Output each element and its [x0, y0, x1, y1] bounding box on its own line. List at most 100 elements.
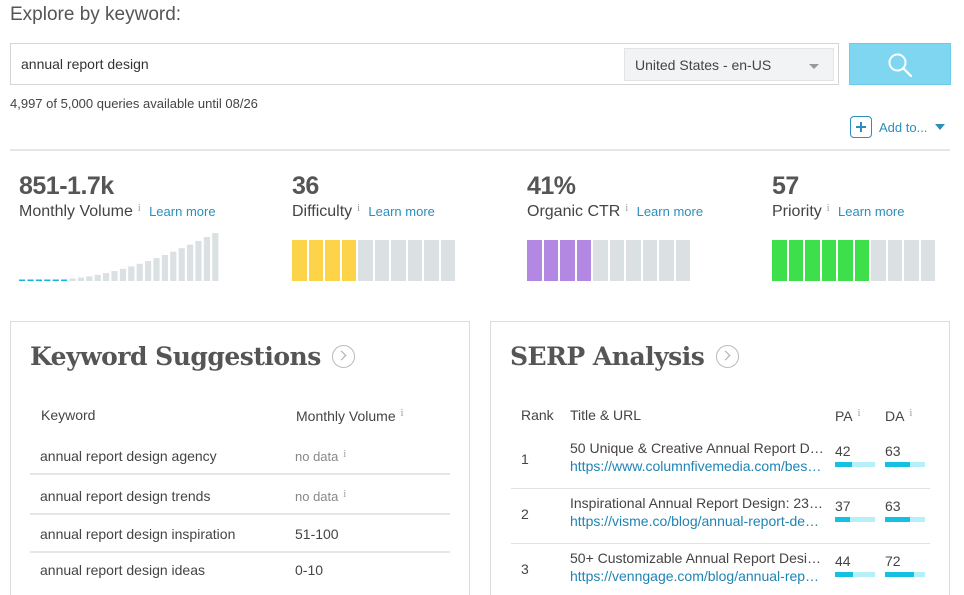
- table-row[interactable]: 1 50 Unique & Creative Annual Report Des…: [511, 434, 930, 489]
- volume-value: no data: [295, 489, 339, 504]
- plus-icon: [850, 116, 872, 138]
- chevron-right-circle-icon[interactable]: [715, 345, 739, 368]
- meter-segment: [593, 240, 608, 281]
- da-bar-fill: [885, 462, 911, 467]
- volume-trend-bar: [61, 279, 68, 281]
- metric-monthly-volume: 851-1.7k Monthly Volume i Learn more: [19, 172, 216, 221]
- search-input[interactable]: [11, 44, 621, 84]
- da-value: 63: [885, 443, 901, 459]
- column-header-pa: PA i: [835, 408, 860, 424]
- info-icon[interactable]: i: [400, 408, 404, 419]
- keyword-suggestions-title: Keyword Suggestions: [30, 342, 321, 371]
- info-icon[interactable]: i: [343, 489, 347, 500]
- pa-bar: [835, 462, 875, 467]
- table-row[interactable]: annual report design inspiration 51-100: [30, 514, 450, 553]
- rank-cell: 3: [521, 561, 529, 577]
- da-bar: [885, 517, 925, 522]
- add-to-button[interactable]: Add to...: [850, 116, 946, 138]
- volume-cell: 0-10: [295, 562, 324, 578]
- table-row[interactable]: annual report design ideas 0-10: [30, 550, 450, 589]
- keyword-cell[interactable]: annual report design agency: [40, 448, 217, 464]
- volume-trend-bar: [195, 240, 202, 281]
- volume-trend-bar: [203, 237, 210, 281]
- chevron-down-icon: [809, 64, 819, 69]
- result-url-link[interactable]: https://visme.co/blog/annual-report-desi…: [570, 513, 824, 529]
- search-icon: [888, 53, 913, 78]
- info-icon[interactable]: i: [343, 449, 347, 460]
- info-icon[interactable]: i: [357, 203, 360, 214]
- serp-analysis-title: SERP Analysis: [510, 342, 705, 371]
- volume-trend-bar: [161, 254, 168, 281]
- table-row[interactable]: annual report design trends no data i: [30, 476, 450, 515]
- column-header-monthly-volume: Monthly Volume i: [296, 408, 403, 424]
- column-header-rank: Rank: [521, 407, 554, 423]
- volume-cell: 51-100: [295, 526, 339, 542]
- column-header-keyword: Keyword: [41, 407, 96, 423]
- metric-label: Priority: [772, 203, 822, 220]
- volume-trend-bar: [187, 244, 194, 281]
- keyword-cell[interactable]: annual report design ideas: [40, 562, 206, 578]
- volume-trend-bar: [170, 251, 177, 281]
- volume-trend-bar: [111, 271, 118, 281]
- metric-value: 41%: [527, 172, 576, 200]
- metric-value: 36: [292, 172, 319, 200]
- volume-trend-bar: [153, 258, 160, 281]
- volume-trend-bar: [128, 266, 135, 281]
- locale-select[interactable]: United States - en-US: [624, 48, 834, 81]
- metric-label: Difficulty: [292, 203, 353, 220]
- volume-trend-bar: [44, 279, 51, 281]
- meter-segment: [854, 240, 869, 281]
- page-title: Explore by keyword:: [10, 4, 182, 25]
- info-icon[interactable]: i: [826, 203, 830, 214]
- metric-value: 851-1.7k: [19, 172, 114, 200]
- difficulty-meter: [292, 240, 457, 281]
- keyword-cell[interactable]: annual report design inspiration: [40, 526, 236, 542]
- meter-segment: [308, 240, 323, 281]
- volume-trend-bar: [103, 273, 110, 281]
- meter-segment: [838, 240, 853, 281]
- meter-segment: [788, 240, 803, 281]
- info-icon[interactable]: i: [857, 408, 861, 419]
- meter-segment: [527, 240, 542, 281]
- chevron-right-circle-icon[interactable]: [332, 345, 356, 368]
- info-icon[interactable]: i: [909, 408, 913, 419]
- metric-priority: 57 Priority i Learn more: [772, 172, 905, 221]
- keyword-cell[interactable]: annual report design trends: [40, 488, 211, 504]
- metric-label: Monthly Volume: [19, 203, 133, 220]
- divider: [10, 149, 950, 151]
- search-button[interactable]: [849, 43, 951, 85]
- meter-segment: [292, 240, 307, 281]
- volume-trend-chart: [19, 233, 219, 281]
- da-bar: [885, 462, 925, 467]
- learn-more-link[interactable]: Learn more: [149, 204, 216, 219]
- meter-segment: [341, 240, 356, 281]
- result-title: Inspirational Annual Report Design: 23 E…: [570, 495, 824, 511]
- pa-value: 42: [835, 443, 851, 459]
- da-value: 72: [885, 553, 901, 569]
- meter-segment: [560, 240, 575, 281]
- meter-segment: [772, 240, 787, 281]
- volume-cell: no data i: [295, 489, 346, 504]
- volume-trend-bar: [52, 279, 59, 281]
- keyword-suggestions-panel: Keyword Suggestions Keyword Monthly Volu…: [10, 321, 470, 595]
- volume-trend-bar: [178, 248, 185, 281]
- table-row[interactable]: annual report design agency no data i: [30, 436, 450, 475]
- table-row[interactable]: 2 Inspirational Annual Report Design: 23…: [511, 489, 930, 544]
- locale-select-value: United States - en-US: [635, 57, 772, 73]
- learn-more-link[interactable]: Learn more: [838, 204, 905, 219]
- meter-segment: [609, 240, 624, 281]
- organic-ctr-meter: [527, 240, 692, 281]
- meter-segment: [374, 240, 389, 281]
- info-icon[interactable]: i: [137, 203, 141, 214]
- serp-analysis-panel: SERP Analysis Rank Title & URL PA i DA i 1…: [490, 321, 950, 595]
- result-title: 50+ Customizable Annual Report Design Te…: [570, 550, 824, 566]
- pa-bar-fill: [835, 517, 850, 522]
- info-icon[interactable]: i: [625, 203, 629, 214]
- table-row[interactable]: 3 50+ Customizable Annual Report Design …: [511, 544, 930, 595]
- result-url-link[interactable]: https://www.columnfivemedia.com/best-ann…: [570, 458, 824, 474]
- learn-more-link[interactable]: Learn more: [636, 204, 704, 219]
- meter-segment: [325, 240, 340, 281]
- result-url-link[interactable]: https://venngage.com/blog/annual-report-…: [570, 568, 824, 584]
- learn-more-link[interactable]: Learn more: [368, 204, 435, 219]
- meter-segment: [871, 240, 886, 281]
